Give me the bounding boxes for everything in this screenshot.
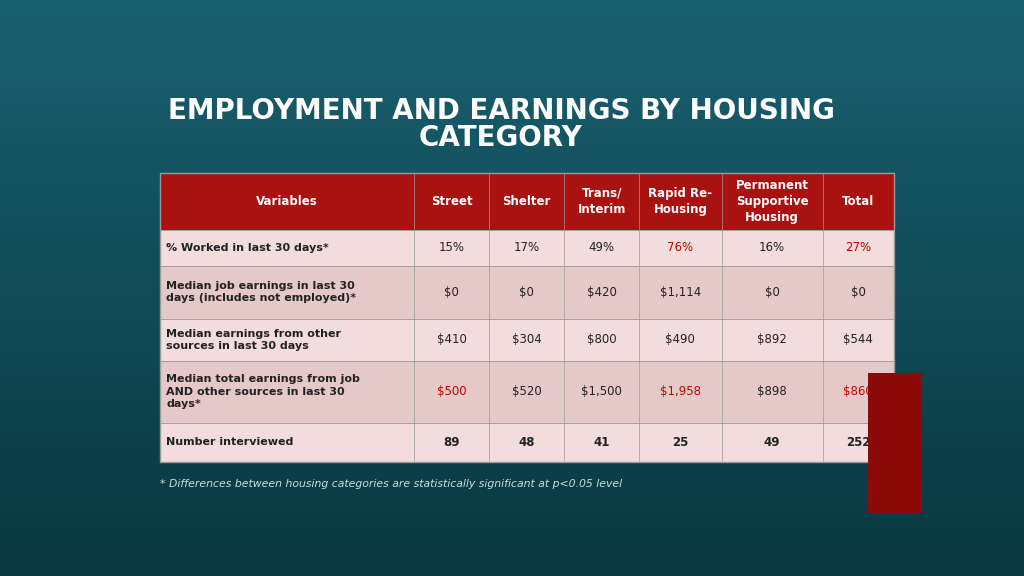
Text: EMPLOYMENT AND EARNINGS BY HOUSING: EMPLOYMENT AND EARNINGS BY HOUSING [168,97,835,125]
Text: $898: $898 [757,385,787,398]
Text: $0: $0 [765,286,779,299]
Text: Total: Total [842,195,874,208]
Bar [160,361,894,423]
Text: 41: 41 [594,435,610,449]
Text: 48: 48 [518,435,535,449]
Bar [160,266,894,319]
Text: 76%: 76% [668,241,693,254]
Text: Shelter: Shelter [503,195,551,208]
Text: 27%: 27% [845,241,871,254]
Text: $1,958: $1,958 [659,385,700,398]
Text: Street: Street [431,195,473,208]
Text: $0: $0 [519,286,535,299]
Text: $500: $500 [437,385,467,398]
Bar [160,173,894,461]
Text: $1,114: $1,114 [659,286,701,299]
Text: CATEGORY: CATEGORY [419,124,583,152]
Text: 89: 89 [443,435,460,449]
Bar [160,173,894,230]
Text: $304: $304 [512,334,542,346]
Bar [160,230,894,266]
Text: Median job earnings in last 30
days (includes not employed)*: Median job earnings in last 30 days (inc… [166,281,356,304]
Text: 49%: 49% [589,241,614,254]
Text: Permanent
Supportive
Housing: Permanent Supportive Housing [735,179,809,224]
Text: 17%: 17% [514,241,540,254]
Text: 16%: 16% [759,241,785,254]
Text: 49: 49 [764,435,780,449]
Bar [868,373,922,513]
Text: Rapid Re-
Housing: Rapid Re- Housing [648,187,713,216]
Text: $520: $520 [512,385,542,398]
Text: $860: $860 [844,385,873,398]
Text: $0: $0 [851,286,865,299]
Text: * Differences between housing categories are statistically significant at p<0.05: * Differences between housing categories… [160,479,622,489]
Text: 252: 252 [846,435,870,449]
Text: Number interviewed: Number interviewed [166,437,294,447]
Text: Trans/
Interim: Trans/ Interim [578,187,626,216]
Text: $544: $544 [844,334,873,346]
Text: Variables: Variables [256,195,318,208]
Text: $490: $490 [666,334,695,346]
Bar [160,423,894,461]
Text: $892: $892 [757,334,787,346]
Text: $0: $0 [444,286,460,299]
Text: 25: 25 [672,435,688,449]
Bar [160,319,894,361]
Text: $1,500: $1,500 [582,385,623,398]
Text: % Worked in last 30 days*: % Worked in last 30 days* [166,242,329,253]
Text: $410: $410 [437,334,467,346]
Text: $800: $800 [587,334,616,346]
Text: 15%: 15% [439,241,465,254]
Text: Median earnings from other
sources in last 30 days: Median earnings from other sources in la… [166,329,341,351]
Text: Median total earnings from job
AND other sources in last 30
days*: Median total earnings from job AND other… [166,374,360,409]
Text: $420: $420 [587,286,616,299]
